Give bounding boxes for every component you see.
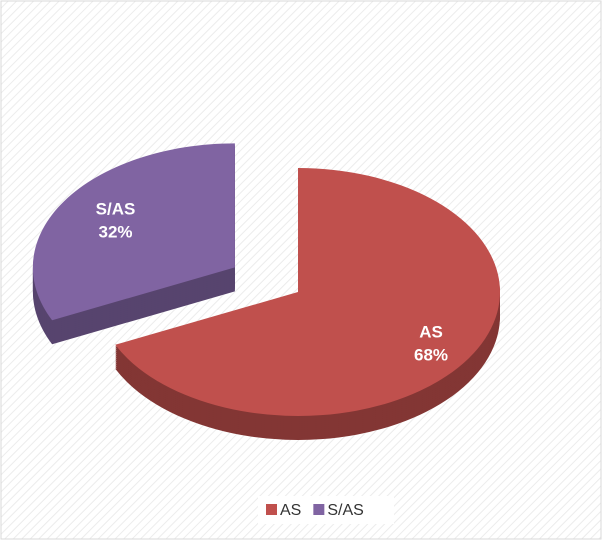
legend-label: AS [280,502,301,519]
slice-value-label: 68% [414,345,448,364]
legend-box [258,496,394,524]
slice [115,168,500,416]
slice [32,143,235,321]
slice-category-label: S/AS [96,199,136,218]
slice-category-label: AS [419,322,443,341]
legend-swatch [266,504,277,515]
legend: AS S/AS [258,496,394,524]
pie: AS 68% S/AS 32% [32,143,500,440]
legend-swatch [313,504,325,515]
legend-label: S/AS [327,502,363,519]
slice-value-label: 32% [98,222,132,241]
